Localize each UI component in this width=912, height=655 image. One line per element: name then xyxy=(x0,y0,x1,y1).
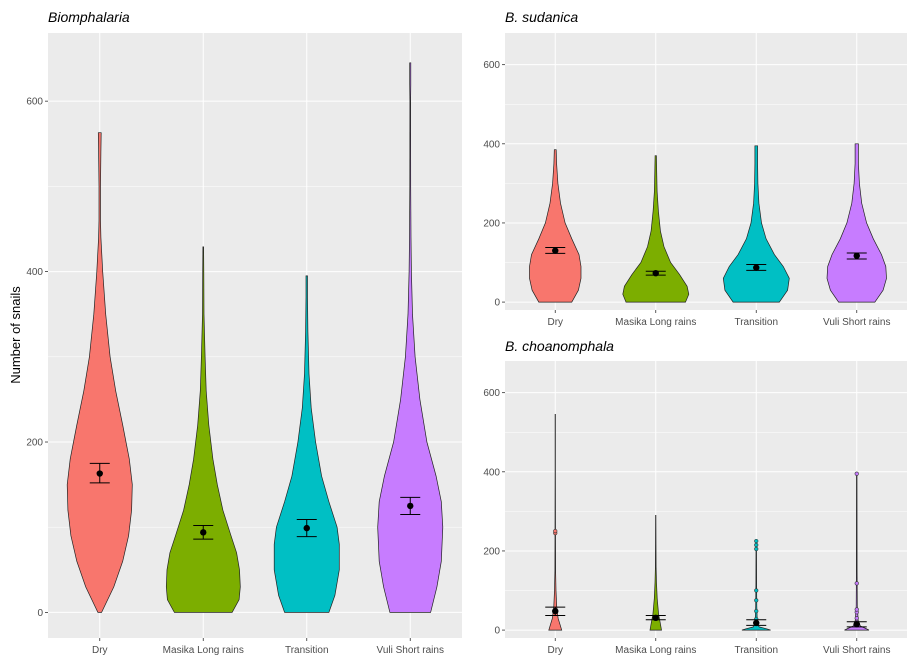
y-tick-label: 600 xyxy=(26,97,43,108)
x-tick-label: Dry xyxy=(547,317,563,328)
violin-vuli-short-rains xyxy=(826,143,887,303)
outlier-point xyxy=(854,581,859,586)
axes: 0 200 400 600 Dry Masika Long rains Transition… xyxy=(483,388,890,655)
panel-b-sudanica: B. sudanica 0 200 400 600 Dry Masika Long rai… xyxy=(483,9,907,328)
y-tick-label: 400 xyxy=(483,139,500,150)
violins xyxy=(66,62,444,613)
mean-point-masika-long-rains xyxy=(652,614,659,622)
mean-point-transition xyxy=(753,264,760,271)
violin-dry xyxy=(66,132,133,613)
x-tick-label: Masika Long rains xyxy=(615,317,696,328)
violin-masika-long-rains xyxy=(649,514,662,631)
panel-b-choanomphala: B. choanomphala 0 200 400 600 Dry Masika Long… xyxy=(483,338,907,655)
plot-area xyxy=(505,361,907,638)
y-tick-label: 200 xyxy=(26,438,43,449)
mean-point-masika-long-rains xyxy=(200,529,207,536)
gridlines xyxy=(505,361,907,638)
mean-point-masika-long-rains xyxy=(652,269,659,277)
y-tick-label: 200 xyxy=(483,218,500,229)
mean-point-transition xyxy=(753,619,760,627)
x-tick-label: Transition xyxy=(734,645,778,655)
panel-title-biomphalaria: Biomphalaria xyxy=(48,9,130,25)
violin-dry xyxy=(548,414,563,631)
x-tick-label: Dry xyxy=(92,645,108,655)
mean-point-transition xyxy=(303,524,310,532)
outlier-point xyxy=(854,471,859,476)
violins xyxy=(529,143,887,303)
x-tick-label: Vuli Short rains xyxy=(823,645,890,655)
violins xyxy=(545,414,870,631)
y-tick-label: 600 xyxy=(483,388,500,399)
y-tick-label: 400 xyxy=(483,467,500,478)
mean-point-dry xyxy=(96,470,103,477)
y-axis-label: Number of snails xyxy=(8,286,23,384)
mean-point-dry xyxy=(552,607,559,615)
x-tick-label: Masika Long rains xyxy=(163,645,244,655)
y-tick-label: 0 xyxy=(494,626,500,637)
violin-vuli-short-rains xyxy=(377,62,444,613)
y-tick-label: 0 xyxy=(37,608,43,619)
outlier-point xyxy=(854,616,859,621)
violin-masika-long-rains xyxy=(622,155,690,303)
outlier-point xyxy=(854,607,859,612)
axes: 0 200 400 600 Dry Masika Long rains Transition… xyxy=(26,97,444,655)
outlier-point xyxy=(553,529,558,534)
x-tick-label: Masika Long rains xyxy=(615,645,696,655)
panel-title-b-choanomphala: B. choanomphala xyxy=(505,338,614,354)
mean-point-dry xyxy=(552,247,559,254)
axes: 0 200 400 600 Dry Masika Long rains Transition… xyxy=(483,60,890,328)
x-tick-label: Vuli Short rains xyxy=(377,645,444,655)
violin-dry xyxy=(529,149,582,303)
violin-transition xyxy=(273,275,340,613)
mean-point-vuli-short-rains xyxy=(853,252,860,259)
y-tick-label: 400 xyxy=(26,267,43,278)
violin-masika-long-rains xyxy=(165,246,241,613)
violin-transition xyxy=(722,145,790,303)
y-tick-label: 200 xyxy=(483,546,500,557)
outlier-point xyxy=(754,608,759,614)
mean-point-vuli-short-rains xyxy=(853,620,860,628)
x-tick-label: Vuli Short rains xyxy=(823,317,890,328)
outlier-point xyxy=(754,542,759,548)
outlier-point xyxy=(754,538,759,544)
y-tick-label: 600 xyxy=(483,60,500,71)
y-tick-label: 0 xyxy=(494,298,500,309)
outlier-point xyxy=(754,598,759,603)
outlier-point xyxy=(754,546,759,552)
x-tick-label: Transition xyxy=(734,317,778,328)
x-tick-label: Dry xyxy=(547,645,563,655)
outlier-point xyxy=(754,588,759,593)
x-tick-label: Transition xyxy=(285,645,329,655)
panel-biomphalaria: Biomphalaria 0 200 400 600 Dry Masika Long ra… xyxy=(26,9,462,655)
mean-point-vuli-short-rains xyxy=(407,502,414,510)
panel-title-b-sudanica: B. sudanica xyxy=(505,9,578,25)
